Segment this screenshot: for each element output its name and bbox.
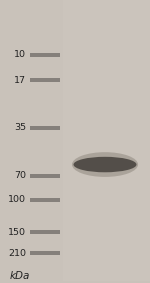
Bar (30, 126, 60, 130)
Bar (30, 230, 60, 234)
Bar (30, 251, 60, 255)
Text: 210: 210 (8, 249, 26, 258)
Bar (30, 53, 60, 57)
Text: 35: 35 (14, 123, 26, 132)
Ellipse shape (74, 157, 136, 172)
Bar (30, 174, 60, 178)
Text: 100: 100 (8, 195, 26, 204)
Text: 17: 17 (14, 76, 26, 85)
Text: 150: 150 (8, 228, 26, 237)
Text: kDa: kDa (9, 271, 30, 280)
Bar (63, 0, 150, 281)
Bar (30, 78, 60, 82)
Text: 10: 10 (14, 50, 26, 59)
Ellipse shape (72, 152, 138, 177)
Bar (30, 198, 60, 201)
Text: 70: 70 (14, 171, 26, 180)
